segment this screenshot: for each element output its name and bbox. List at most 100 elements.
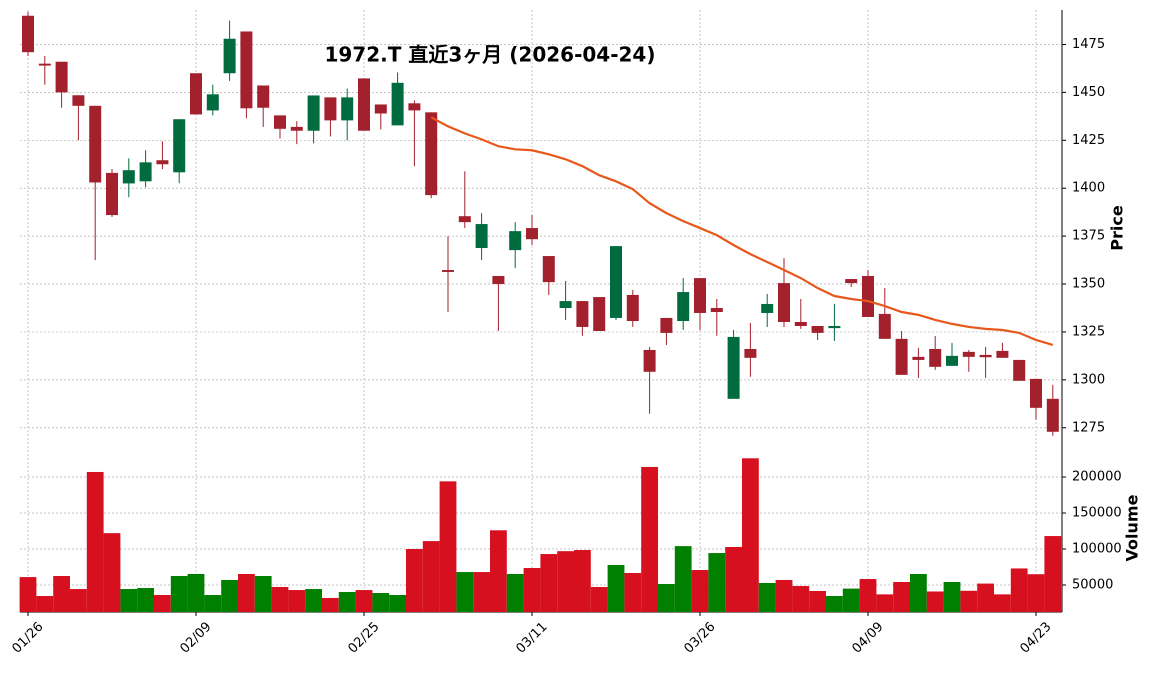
volume-bar bbox=[288, 590, 306, 612]
volume-bar bbox=[120, 589, 138, 612]
y-tick-label: 1325 bbox=[1072, 324, 1105, 339]
chart-title: 1972.T 直近3ヶ月 (2026-04-24) bbox=[325, 43, 656, 67]
y-axis-label: Price bbox=[1108, 205, 1127, 251]
volume-bar bbox=[103, 533, 121, 612]
volume-bar bbox=[439, 481, 457, 612]
y-tick-label: 1300 bbox=[1072, 372, 1105, 387]
candle-body bbox=[542, 256, 555, 283]
candle-body bbox=[22, 15, 34, 53]
volume-bar bbox=[86, 471, 104, 612]
volume-bar bbox=[910, 573, 927, 612]
volume-bar bbox=[809, 590, 826, 612]
candle-body bbox=[1046, 398, 1059, 432]
candle-body bbox=[626, 294, 639, 322]
volume-bar bbox=[372, 592, 390, 612]
volume-bar bbox=[154, 595, 171, 612]
candle-body bbox=[274, 115, 286, 129]
volume-bar bbox=[506, 573, 524, 612]
volume-bar bbox=[859, 579, 877, 612]
candle-body bbox=[996, 350, 1009, 358]
x-tick-label: 01/26 bbox=[9, 619, 46, 656]
volume-bar bbox=[624, 572, 642, 612]
candle-body bbox=[526, 228, 538, 240]
candle-body bbox=[290, 126, 303, 131]
volume-bar bbox=[557, 551, 574, 612]
y-tick-label: 1400 bbox=[1072, 181, 1105, 196]
candle-body bbox=[307, 95, 320, 131]
candle-body bbox=[895, 338, 908, 375]
y2-tick-label: 100000 bbox=[1072, 542, 1122, 557]
candle-body bbox=[878, 313, 891, 339]
candle-body bbox=[660, 317, 673, 333]
volume-bar bbox=[725, 546, 742, 612]
y2-tick-label: 150000 bbox=[1072, 506, 1122, 521]
volume-bar bbox=[473, 572, 490, 612]
volume-bar bbox=[758, 582, 776, 612]
volume-bar bbox=[170, 576, 188, 612]
candle-body bbox=[122, 170, 135, 184]
candle-body bbox=[358, 78, 370, 131]
x-tick-label: 04/23 bbox=[1017, 619, 1054, 656]
candle-body bbox=[173, 119, 186, 173]
volume-bar bbox=[53, 576, 70, 612]
candle-body bbox=[778, 283, 790, 322]
candle-body bbox=[408, 103, 421, 111]
candle-body bbox=[206, 94, 219, 111]
candle-body bbox=[55, 61, 68, 93]
candle-body bbox=[794, 321, 807, 326]
volume-bar bbox=[523, 568, 541, 612]
volume-bar bbox=[187, 573, 205, 612]
candle-body bbox=[442, 270, 454, 272]
volume-bar bbox=[540, 554, 558, 612]
candle-body bbox=[610, 246, 622, 318]
candle-body bbox=[979, 354, 992, 358]
volume-bar bbox=[994, 594, 1011, 612]
candle-body bbox=[341, 97, 354, 121]
volume-bar bbox=[271, 587, 289, 612]
volume-bar bbox=[1010, 568, 1028, 612]
y-tick-label: 1475 bbox=[1072, 37, 1105, 52]
candle-body bbox=[324, 97, 337, 121]
y2-tick-label: 50000 bbox=[1072, 578, 1113, 593]
candle-body bbox=[475, 224, 488, 249]
volume-bar bbox=[792, 586, 810, 612]
candle-body bbox=[223, 38, 236, 74]
candle-body bbox=[593, 297, 606, 331]
volume-bar bbox=[742, 458, 759, 612]
candle-body bbox=[862, 275, 874, 317]
volume-bar bbox=[422, 541, 440, 612]
candle-body bbox=[677, 292, 690, 322]
volume-bar bbox=[977, 583, 994, 612]
volume-bar bbox=[19, 577, 37, 612]
candle-body bbox=[374, 104, 387, 114]
candle-body bbox=[72, 95, 85, 106]
volume-bar bbox=[960, 590, 978, 612]
volume-bar bbox=[842, 588, 860, 612]
candle-body bbox=[845, 279, 858, 284]
volume-bar bbox=[1027, 574, 1045, 612]
volume-bar bbox=[607, 564, 625, 612]
volume-bar bbox=[389, 595, 406, 612]
candle-body bbox=[391, 82, 404, 126]
candle-body bbox=[89, 105, 102, 183]
volume-bar bbox=[893, 581, 910, 612]
candle-body bbox=[1030, 378, 1042, 408]
y-tick-label: 1275 bbox=[1072, 420, 1105, 435]
candle-body bbox=[962, 351, 975, 357]
candle-body bbox=[946, 355, 958, 366]
x-tick-label: 02/09 bbox=[177, 619, 214, 656]
candle-body bbox=[710, 307, 723, 313]
volume-bar bbox=[1044, 536, 1062, 612]
volume-bar bbox=[238, 573, 255, 612]
volume-bar bbox=[674, 546, 692, 612]
volume-bar bbox=[691, 570, 709, 612]
candle-body bbox=[190, 73, 202, 115]
candle-body bbox=[811, 325, 824, 333]
x-tick-label: 02/25 bbox=[345, 619, 382, 656]
volume-bar bbox=[406, 549, 423, 612]
candle-body bbox=[761, 303, 774, 313]
candle-body bbox=[744, 348, 757, 358]
candle-body bbox=[727, 336, 740, 399]
volume-bar bbox=[322, 597, 339, 612]
volume-bar bbox=[456, 572, 474, 612]
